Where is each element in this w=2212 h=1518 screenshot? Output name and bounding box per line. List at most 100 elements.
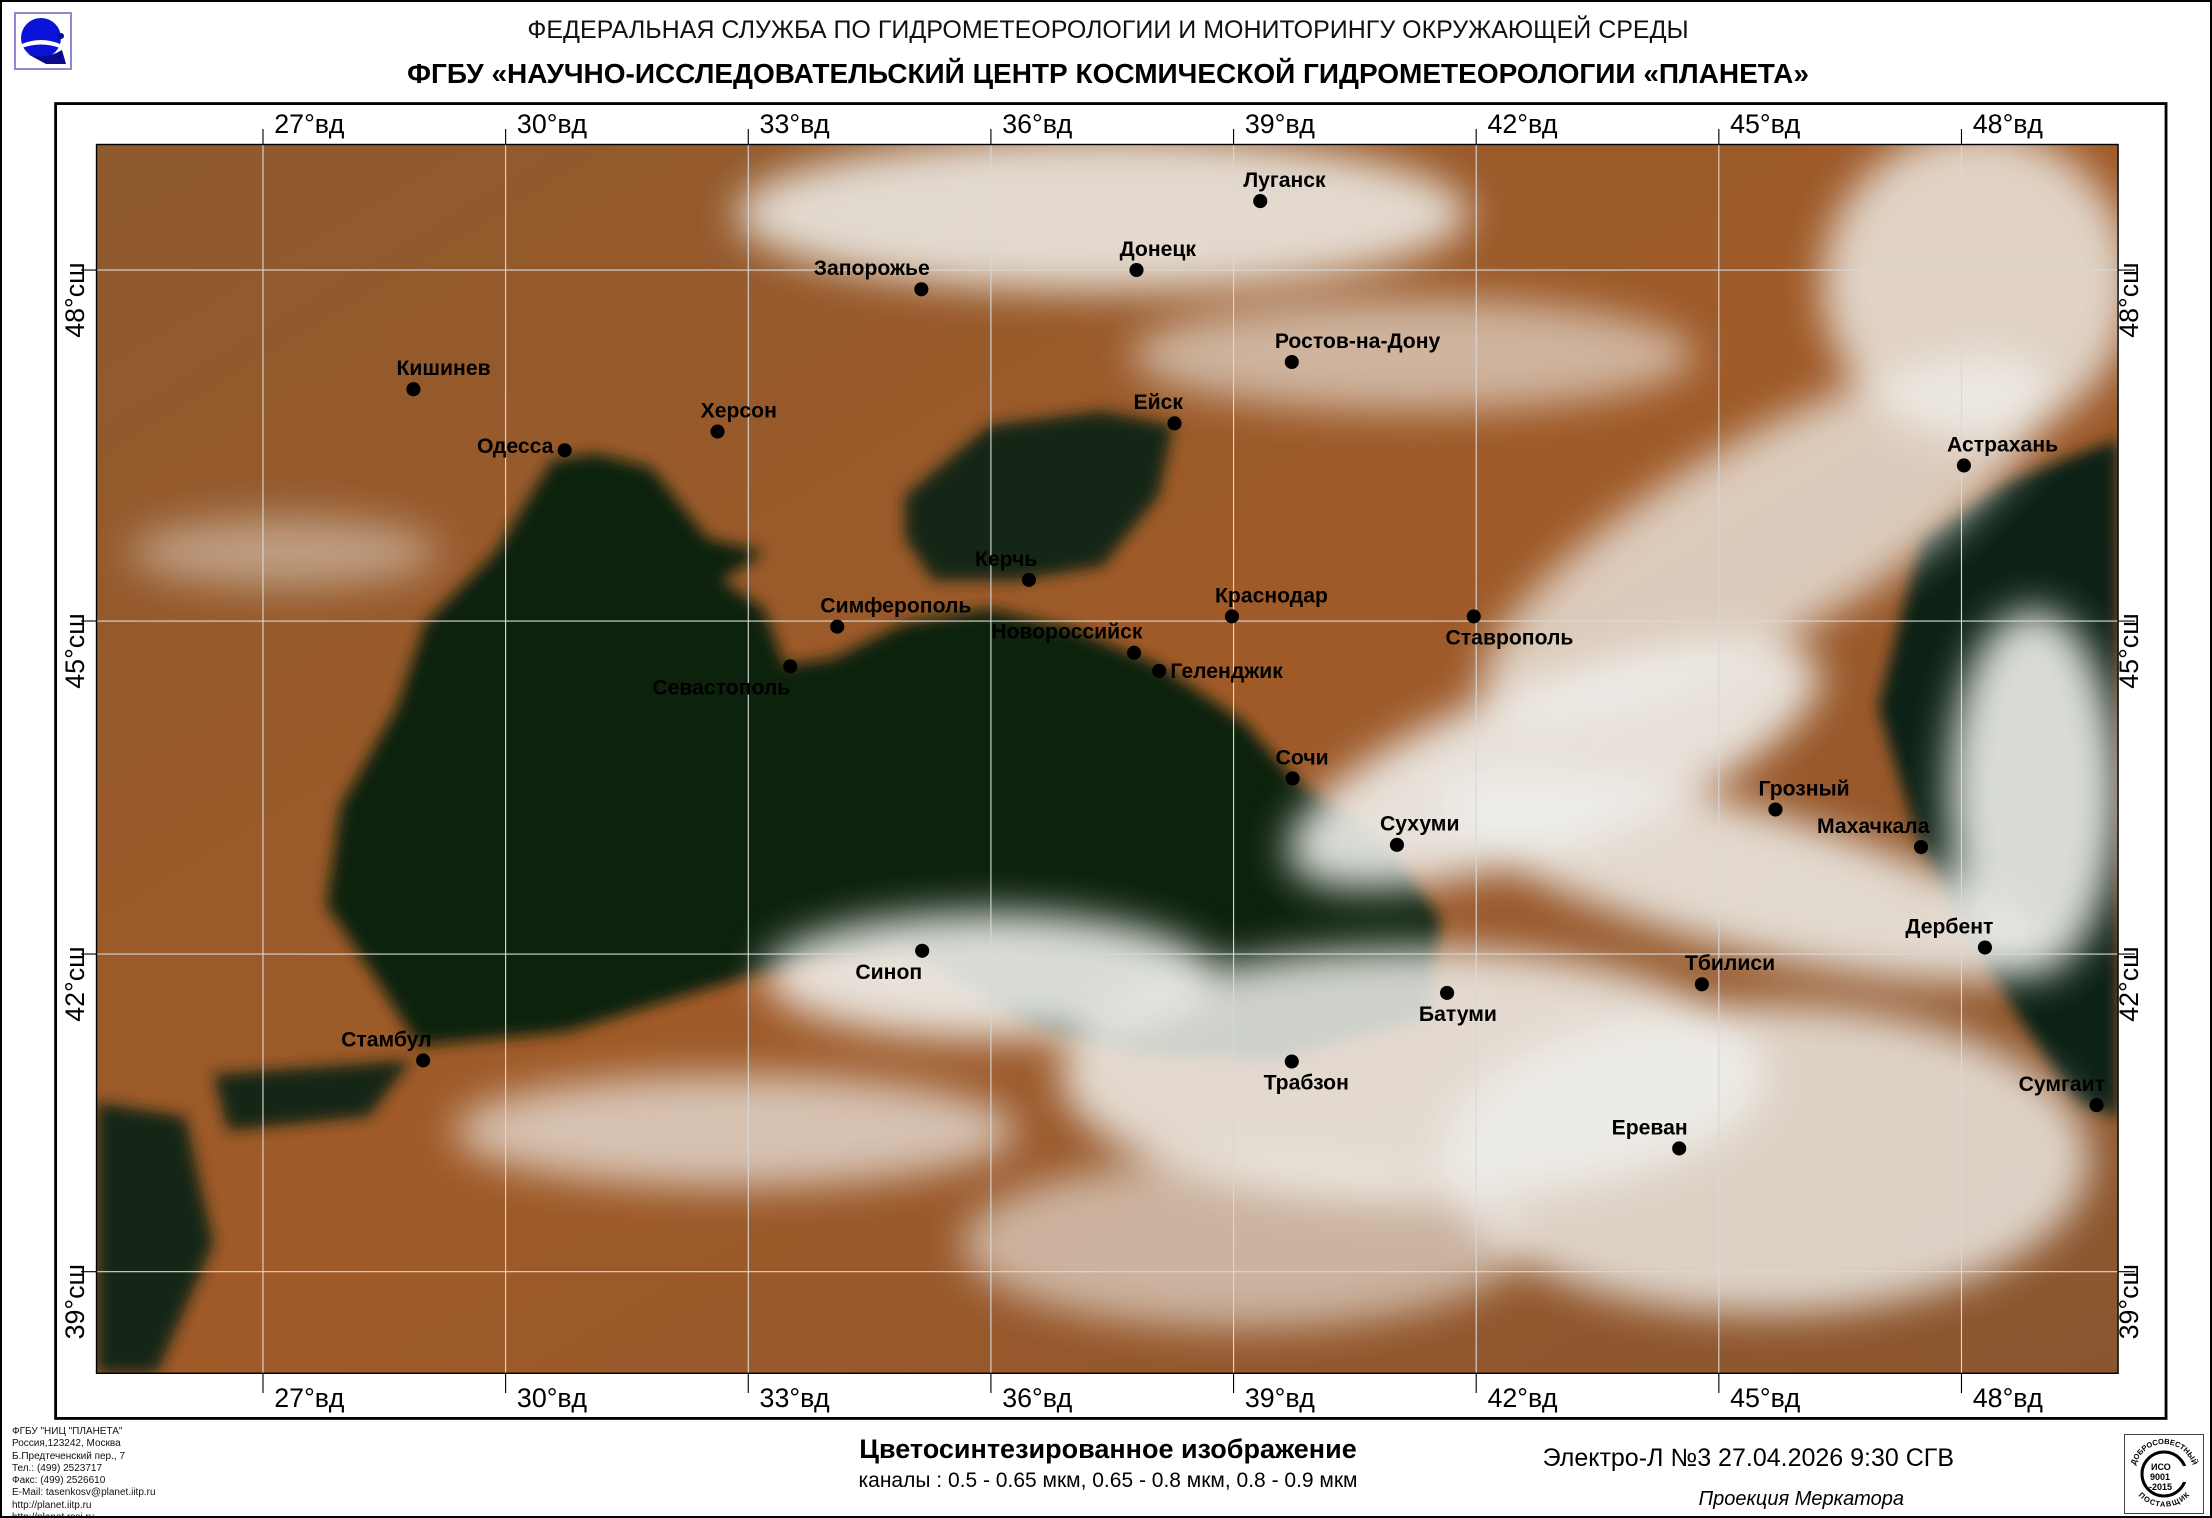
lon-tick-label: 39°вд [1245,109,1315,139]
city-label: Керчь [975,548,1037,571]
city-marker: Батуми [1419,985,1497,1026]
city-marker: Астрахань [1947,433,2058,473]
iso-badge: ДОБРОСОВЕСТНЫЙ ПОСТАВЩИК ИСО 9001 -2015 [2124,1434,2204,1514]
city-marker: Краснодар [1215,584,1328,624]
black-sea [326,453,1441,1061]
city-dot [1224,609,1239,624]
caption-title: Цветосинтезированное изображение [859,1434,1357,1464]
lat-tick-label: 48°сш [60,262,90,337]
lon-tick-label: 33°вд [760,109,830,139]
iso-badge-bottom-text: ПОСТАВЩИК [2137,1490,2191,1509]
image-caption: Цветосинтезированное изображение каналы … [2,1434,2210,1493]
aegean-sea [96,1102,214,1374]
projection-label: Проекция Меркатора [1698,1488,1904,1510]
city-dot [1913,839,1929,855]
city-dot [710,424,725,439]
city-dot [1129,262,1144,278]
contact-line: http://planet.iitp.ru [12,1499,92,1511]
lat-tick-label: 48°сш [2114,262,2144,337]
city-label: Кишинев [396,357,490,380]
city-marker: Новороссийск [991,621,1143,660]
lon-tick-label: 45°вд [1730,109,1800,139]
lon-tick-label: 39°вд [1245,1383,1315,1413]
city-label: Луганск [1243,169,1326,192]
city-marker: Сухуми [1380,813,1459,852]
city-marker: Луганск [1243,169,1326,209]
city-marker: Одесса [477,435,572,458]
city-dot [1127,645,1142,660]
center-title: ФГБУ «НАУЧНО-ИССЛЕДОВАТЕЛЬСКИЙ ЦЕНТР КОС… [407,58,1809,89]
lon-tick-label: 30°вд [517,109,587,139]
city-label: Синоп [855,961,922,984]
city-dot [1285,771,1300,786]
sea-of-azov [904,411,1173,581]
lon-tick-label: 48°вд [1973,1383,2043,1413]
city-marker: Синоп [855,943,930,984]
city-dot [1167,416,1182,431]
caption-channels: каналы : 0.5 - 0.65 мкм, 0.65 - 0.8 мкм,… [858,1469,1358,1492]
lon-tick-label: 36°вд [1002,109,1072,139]
city-dot [1152,663,1167,678]
city-dot [1253,194,1268,209]
contact-line: Б.Предтеченский пер., 7 [12,1450,126,1462]
city-marker: Кишинев [396,357,491,397]
city-label: Новороссийск [991,621,1143,644]
city-dot [1440,985,1455,1000]
lat-tick-label: 45°сш [2114,613,2144,688]
contact-line: ФГБУ "НИЦ "ПЛАНЕТА" [12,1426,123,1437]
city-dot [830,619,845,634]
city-label: Сухуми [1380,813,1459,836]
city-label: Батуми [1419,1003,1497,1026]
city-dot [406,382,421,397]
satellite-datetime: Электро-Л №3 27.04.2026 9:30 СГВ [1542,1444,1954,1472]
city-dot [1389,837,1404,852]
contact-line: Факс: (499) 2526610 [12,1475,106,1487]
city-marker: Херсон [701,399,777,439]
lon-tick-label: 33°вд [760,1383,830,1413]
city-dot [1021,572,1036,587]
city-marker: Тбилиси [1685,952,1775,992]
city-label: Грозный [1759,777,1850,800]
city-label: Стамбул [341,1028,431,1051]
city-dot [915,943,930,958]
city-dot [1284,1054,1299,1069]
city-label: Херсон [701,399,777,422]
svg-text:ИСО: ИСО [2151,1462,2171,1472]
city-marker: Севастополь [652,659,798,700]
contact-line: E-Mail: tasenkosv@planet.iitp.ru [12,1487,156,1499]
contact-line: Тел.: (499) 2523717 [12,1462,102,1474]
city-label: Тбилиси [1685,952,1775,975]
city-label: Ейск [1133,391,1183,414]
city-marker: Дербент [1905,915,1993,955]
city-dot [1977,940,1992,955]
lon-tick-label: 45°вд [1730,1383,1800,1413]
city-label: Дербент [1905,915,1993,938]
city-marker: Керчь [975,548,1037,587]
city-marker: Грозный [1759,777,1850,817]
lon-tick-label: 30°вд [517,1383,587,1413]
city-label: Ростов-на-Дону [1275,330,1441,353]
city-marker: Сочи [1276,746,1329,786]
clouds [128,144,2119,1329]
city-label: Севастополь [652,677,790,700]
city-label: Краснодар [1215,584,1328,607]
city-marker: Запорожье [814,257,930,297]
agency-title: ФЕДЕРАЛЬНАЯ СЛУЖБА ПО ГИДРОМЕТЕОРОЛОГИИ … [527,16,1689,44]
svg-text:9001: 9001 [2150,1472,2170,1482]
lon-tick-label: 48°вд [1973,109,2043,139]
city-marker: Донецк [1120,238,1196,278]
city-dot [1284,354,1299,370]
lon-tick-label: 36°вд [1002,1383,1072,1413]
graticule-labels: 27°вд 27°вд 30°вд 30°вд 33°вд 33°вд 36°вд 36°вд… [60,109,2144,1413]
city-label: Сумгаит [2019,1073,2105,1096]
city-dot [1672,1141,1687,1156]
city-marker: Ростов-на-Дону [1275,330,1441,370]
city-label: Сочи [1276,746,1329,769]
city-dot [783,659,798,674]
planeta-logo [14,12,72,70]
svg-text:-2015: -2015 [2149,1482,2172,1492]
city-marker: Симферополь [820,595,971,634]
graticule [96,144,2119,1374]
city-marker: Трабзон [1264,1054,1349,1095]
